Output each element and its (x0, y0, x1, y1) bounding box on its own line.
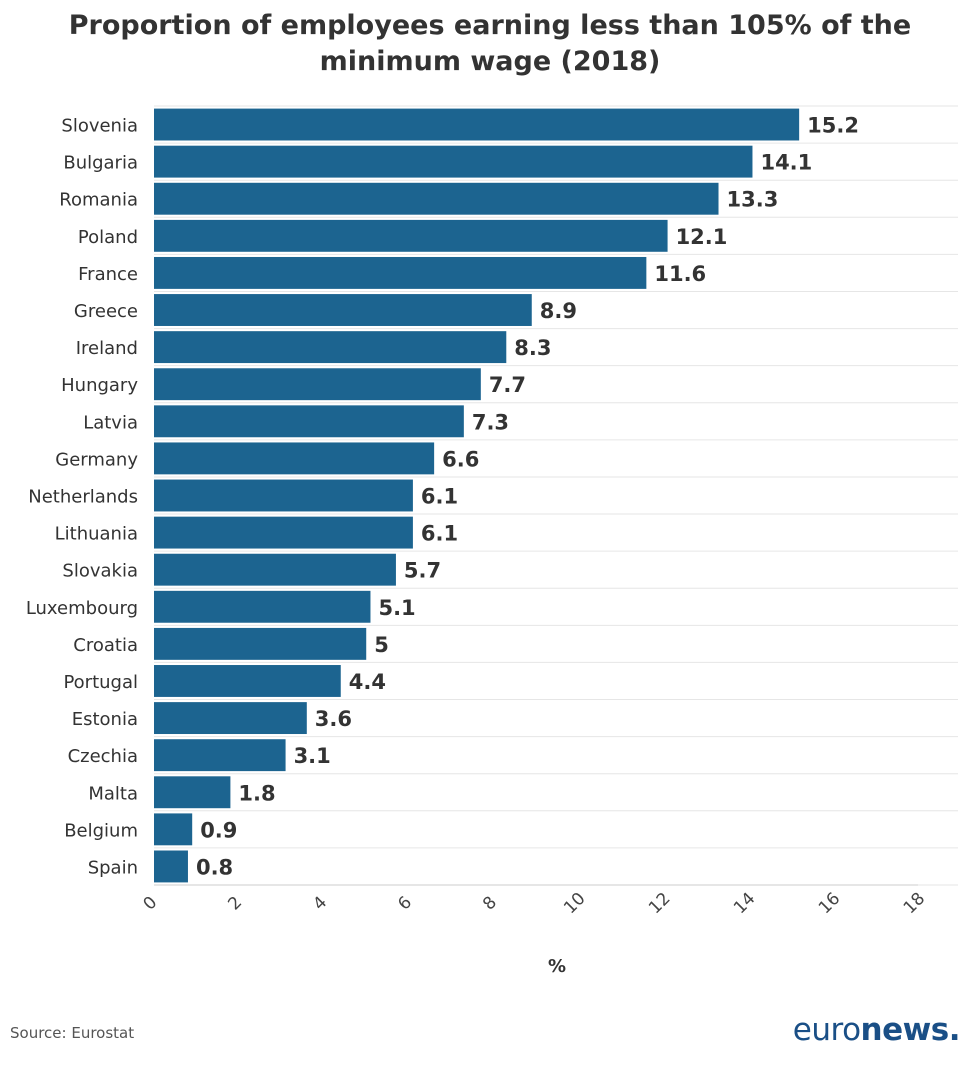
category-label: Croatia (73, 635, 138, 656)
bar-germany (154, 442, 435, 475)
category-label: France (78, 264, 138, 285)
value-label: 3.1 (294, 744, 331, 768)
x-tick-label: 16 (815, 889, 844, 918)
x-tick-label: 4 (309, 893, 331, 915)
category-label: Slovakia (62, 561, 138, 582)
category-label: Malta (88, 783, 138, 804)
logo-part-1: euro (792, 1012, 861, 1048)
grid-lines (154, 105, 958, 886)
value-label: 3.6 (315, 707, 352, 731)
x-axis-title: % (548, 956, 566, 977)
category-label: Lithuania (55, 524, 138, 545)
value-label: 5.1 (378, 596, 415, 620)
value-label: 7.3 (472, 410, 509, 434)
logo-part-2: news (860, 1012, 950, 1048)
bar-slovenia (154, 108, 800, 141)
bars (154, 108, 800, 883)
bar-romania (154, 182, 719, 215)
value-label: 6.1 (421, 522, 458, 546)
value-label: 8.9 (540, 299, 577, 323)
value-label: 0.9 (200, 818, 237, 842)
value-label: 6.6 (442, 447, 479, 471)
bar-netherlands (154, 479, 413, 512)
bar-lithuania (154, 516, 413, 549)
euronews-logo: euronews. (792, 1012, 961, 1048)
bar-luxembourg (154, 590, 371, 623)
value-label: 6.1 (421, 485, 458, 509)
chart-title: Proportion of employees earning less tha… (0, 8, 980, 80)
value-label: 4.4 (349, 670, 386, 694)
chart-title-line-2: minimum wage (2018) (319, 46, 661, 77)
value-label: 7.7 (489, 373, 526, 397)
category-label: Germany (55, 449, 138, 470)
logo-dot: . (948, 1012, 961, 1048)
x-tick-label: 18 (900, 889, 929, 918)
category-label: Portugal (63, 672, 138, 693)
x-tick-label: 6 (394, 893, 416, 915)
bar-poland (154, 219, 668, 252)
x-tick-label: 8 (479, 893, 501, 915)
category-label: Poland (78, 227, 138, 248)
value-label: 15.2 (807, 114, 859, 138)
bar-spain (154, 850, 188, 883)
category-label: Estonia (72, 709, 138, 730)
value-label: 11.6 (654, 262, 706, 286)
bar-ireland (154, 331, 507, 364)
category-label: Netherlands (28, 487, 138, 508)
bar-czechia (154, 739, 286, 772)
value-label: 5.7 (404, 559, 441, 583)
value-labels: 15.2 14.1 13.3 12.1 11.6 8.9 8.3 7.7 7.3 6.6 6.1 6.… (196, 114, 859, 880)
category-label: Greece (74, 301, 138, 322)
category-label: Slovenia (61, 116, 138, 137)
value-label: 14.1 (760, 151, 812, 175)
value-label: 5 (374, 633, 389, 657)
bar-malta (154, 776, 231, 809)
bar-hungary (154, 368, 481, 401)
chart-title-line-1: Proportion of employees earning less tha… (68, 10, 912, 41)
x-tick-label: 2 (224, 893, 246, 915)
bar-chart: Slovenia Bulgaria Romania Poland France Greec… (26, 105, 958, 977)
bar-belgium (154, 813, 193, 846)
bar-croatia (154, 627, 367, 660)
category-label: Czechia (68, 746, 138, 767)
category-label: Luxembourg (26, 598, 138, 619)
bar-france (154, 256, 647, 289)
category-label: Spain (88, 857, 138, 878)
category-label: Latvia (83, 412, 138, 433)
source-note: Source: Eurostat (10, 1024, 135, 1042)
value-label: 8.3 (514, 336, 551, 360)
value-label: 12.1 (676, 225, 728, 249)
bar-estonia (154, 702, 307, 735)
category-label: Hungary (61, 375, 138, 396)
x-tick-label: 12 (645, 889, 674, 918)
x-axis-ticks: 0 2 4 6 8 10 12 14 16 18 (140, 884, 929, 918)
category-label: Romania (59, 190, 138, 211)
value-label: 13.3 (727, 188, 779, 212)
bar-greece (154, 294, 532, 326)
category-labels: Slovenia Bulgaria Romania Poland France Greec… (26, 116, 139, 879)
bar-slovakia (154, 553, 396, 586)
x-tick-label: 14 (730, 889, 759, 918)
bar-bulgaria (154, 145, 753, 178)
x-tick-label: 10 (560, 889, 589, 918)
value-label: 0.8 (196, 855, 233, 879)
value-label: 1.8 (238, 781, 275, 805)
category-label: Bulgaria (63, 153, 138, 174)
category-label: Ireland (76, 338, 138, 359)
bar-latvia (154, 405, 464, 438)
bar-portugal (154, 665, 341, 697)
x-tick-label: 0 (140, 893, 162, 915)
category-label: Belgium (64, 820, 138, 841)
